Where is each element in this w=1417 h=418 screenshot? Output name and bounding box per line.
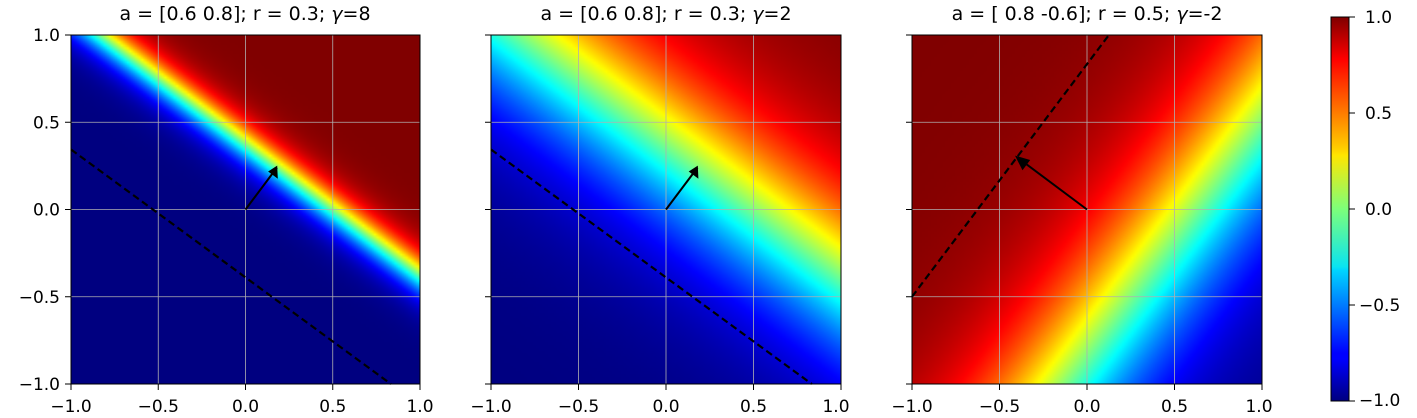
panel-3-xtick-label-4: 0.5 — [1161, 397, 1188, 417]
panel-1-ytick-label-2: −0.5 — [19, 288, 60, 308]
panel-3-arrow-head — [1015, 155, 1031, 171]
panel-1-title-gamma-value: =8 — [343, 3, 371, 25]
panel-2-xtick-label-1: −1.0 — [470, 397, 511, 417]
panel-3-normal-arrow — [1015, 155, 1088, 211]
panel-1-ytick-label-4: 0.5 — [33, 113, 60, 133]
panel-3-xticks: −1.0 −0.5 0.0 0.5 1.0 — [891, 384, 1273, 417]
panel-1-ytick-label-5: 1.0 — [33, 26, 60, 46]
colorbar-gradient — [1330, 16, 1350, 402]
panel-2-arrow-shaft — [665, 166, 699, 211]
panel-1-normal-arrow — [244, 165, 278, 211]
panel-2-title-gamma-symbol: γ — [752, 3, 765, 25]
panel-2-title: a = [0.6 0.8]; r = 0.3; γ=2 — [540, 3, 791, 25]
panel-2-title-gamma-value: =2 — [764, 3, 792, 25]
panel-3-title-gamma-symbol: γ — [1176, 3, 1189, 25]
panel-2-xtick-label-5: 1.0 — [822, 397, 849, 417]
colorbar-tick-label-4: −0.5 — [1359, 296, 1400, 316]
panel-3-title-text: a = [ 0.8 -0.6]; r = 0.5; — [952, 3, 1177, 25]
panel-2-yticks — [485, 34, 491, 385]
panel-1-boundary-line — [70, 148, 392, 385]
panel-1-arrow-head — [268, 165, 278, 179]
panel-3-xtick-label-5: 1.0 — [1245, 397, 1272, 417]
panel-3-xtick-label-3: 0.0 — [1073, 397, 1100, 417]
panel-1-xtick-label-2: −0.5 — [138, 397, 179, 417]
panel-1-title: a = [0.6 0.8]; r = 0.3; γ=8 — [119, 3, 370, 25]
panel-2-title-text: a = [0.6 0.8]; r = 0.3; — [540, 3, 752, 25]
colorbar: 1.0 0.5 0.0 −0.5 −1.0 — [1330, 8, 1400, 411]
panel-2-grid — [491, 35, 841, 384]
panel-1-yticks: −1.0 −0.5 0.0 0.5 1.0 — [19, 26, 71, 395]
panel-2-xtick-label-4: 0.5 — [740, 397, 767, 417]
panel-1: a = [0.6 0.8]; r = 0.3; γ=8 −1.0 −0.5 0.… — [19, 3, 434, 417]
panel-2-xticks: −1.0 −0.5 0.0 0.5 1.0 — [470, 384, 850, 417]
panel-2-normal-arrow — [665, 165, 699, 211]
panel-1-title-gamma-symbol: γ — [331, 3, 344, 25]
panel-3-title: a = [ 0.8 -0.6]; r = 0.5; γ=-2 — [952, 3, 1223, 25]
panel-2-xtick-label-3: 0.0 — [652, 397, 679, 417]
panel-1-xticks: −1.0 −0.5 0.0 0.5 1.0 — [50, 384, 434, 417]
panel-1-xtick-label-1: −1.0 — [50, 397, 91, 417]
panel-3-xtick-label-2: −0.5 — [979, 397, 1020, 417]
panel-2-xtick-label-2: −0.5 — [558, 397, 599, 417]
panel-3-arrow-shaft — [1016, 156, 1088, 211]
panel-2-boundary-line — [490, 148, 813, 385]
panel-3-title-gamma-value: =-2 — [1188, 3, 1223, 25]
colorbar-tick-label-5: −1.0 — [1359, 391, 1400, 411]
panel-2: a = [0.6 0.8]; r = 0.3; γ=2 −1.0 −0.5 0.… — [470, 3, 849, 417]
panel-1-xtick-label-5: 1.0 — [406, 397, 433, 417]
panel-1-xtick-label-4: 0.5 — [319, 397, 346, 417]
panel-3: a = [ 0.8 -0.6]; r = 0.5; γ=-2 −1.0 −0.5… — [891, 3, 1272, 417]
panel-1-xtick-label-3: 0.0 — [232, 397, 259, 417]
panel-1-ytick-label-1: −1.0 — [19, 375, 60, 395]
colorbar-ticks: 1.0 0.5 0.0 −0.5 −1.0 — [1349, 8, 1400, 411]
panel-1-arrow-shaft — [244, 167, 278, 211]
colorbar-tick-label-2: 0.5 — [1365, 104, 1392, 124]
colorbar-tick-label-1: 1.0 — [1365, 8, 1392, 28]
panel-3-yticks — [906, 34, 912, 385]
panel-2-arrow-head — [688, 165, 699, 179]
colorbar-tick-label-3: 0.0 — [1365, 200, 1392, 220]
panel-1-ytick-label-3: 0.0 — [33, 201, 60, 221]
panel-1-title-text: a = [0.6 0.8]; r = 0.3; — [119, 3, 331, 25]
panel-3-xtick-label-1: −1.0 — [891, 397, 932, 417]
